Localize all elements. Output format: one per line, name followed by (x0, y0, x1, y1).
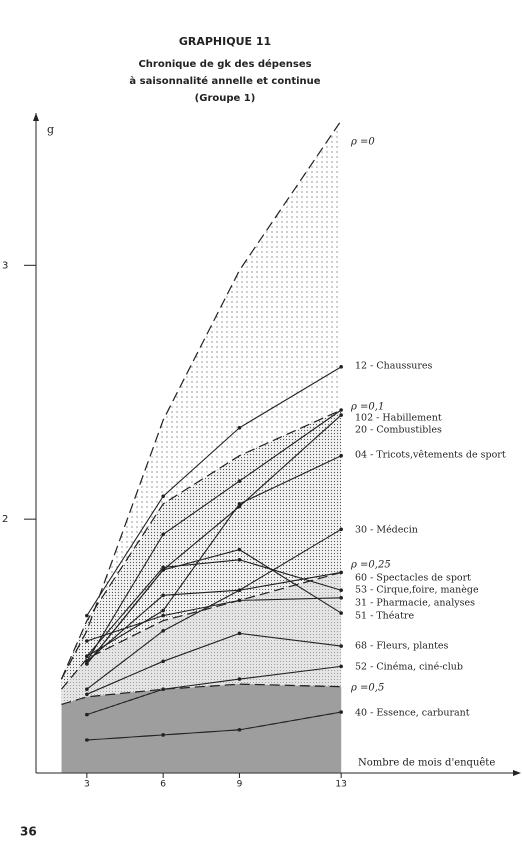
point (85, 654, 89, 659)
point (237, 728, 242, 732)
series-line (86, 597, 342, 642)
point (85, 712, 89, 717)
series-line (86, 711, 342, 741)
series-line (86, 528, 342, 690)
point (237, 502, 242, 506)
point (161, 565, 165, 570)
series-line (86, 665, 342, 716)
y-tick-label: 2 (2, 514, 8, 525)
curve-label: ρ =0 (350, 137, 375, 148)
point (161, 494, 165, 499)
shaded-region (61, 410, 342, 690)
series-label: 20 - Combustibles (355, 425, 442, 436)
point (161, 608, 165, 613)
point (237, 677, 242, 681)
x-tick-label: 3 (84, 780, 90, 790)
point (85, 692, 89, 697)
shaded-region (61, 572, 342, 705)
point (339, 453, 343, 458)
curve-label: ρ =0,5 (350, 683, 384, 694)
title: Chronique de gk des dépenses (138, 58, 311, 70)
series-label: 102 - Habillement (355, 413, 442, 424)
point (339, 570, 343, 575)
x-tick-label: 6 (160, 780, 166, 790)
point (339, 413, 343, 417)
series-label: 60 - Spectacles de sport (355, 573, 471, 584)
point (237, 598, 242, 603)
axis-arrow (33, 113, 39, 121)
point (161, 532, 165, 537)
series-label: 40 - Essence, carburant (355, 708, 470, 719)
point (339, 596, 343, 600)
series-label: 04 - Tricots,vêtements de sport (355, 450, 506, 461)
point (161, 733, 165, 737)
series-line (86, 549, 342, 665)
x-label: Nombre de mois d'enquête (358, 758, 495, 769)
series-line (86, 559, 342, 657)
point (237, 631, 242, 636)
axis-arrow (513, 770, 521, 776)
reference-curve (60, 409, 342, 680)
curve-label: ρ =0,1 (350, 402, 384, 413)
point (339, 644, 343, 648)
series-line (86, 366, 342, 616)
point (339, 588, 343, 593)
point (161, 568, 165, 572)
reference-curve (60, 120, 342, 680)
series-line (86, 632, 342, 695)
point (161, 629, 165, 633)
point (237, 557, 242, 562)
series-label: 12 - Chaussures (355, 361, 433, 372)
point (85, 662, 89, 666)
series-line (86, 455, 342, 657)
point (85, 687, 89, 692)
point (85, 613, 89, 618)
series-label: 30 - Médecin (355, 525, 418, 536)
point (161, 593, 165, 598)
series-label: 53 - Cirque,foire, manège (355, 585, 479, 596)
series-label: 68 - Fleurs, plantes (355, 641, 449, 652)
series-label: 31 - Pharmacie, analyses (355, 598, 475, 609)
point (237, 547, 242, 552)
point (339, 611, 343, 615)
header: GRAPHIQUE 11 (179, 35, 271, 48)
point (161, 687, 165, 692)
point (85, 738, 89, 742)
y-label: g (47, 123, 54, 136)
y-tick-label: 3 (2, 260, 8, 271)
shaded-region (61, 684, 342, 773)
point (237, 588, 242, 593)
point (161, 659, 165, 664)
point (237, 425, 242, 430)
curve-label: ρ =0,25 (350, 560, 391, 571)
reference-curve (60, 571, 342, 690)
point (339, 408, 343, 412)
point (339, 365, 343, 369)
reference-curve (61, 683, 342, 706)
point (161, 613, 165, 618)
shaded-region (61, 120, 342, 680)
page-number: 36 (20, 825, 37, 839)
point (237, 479, 242, 483)
point (85, 639, 89, 643)
series-label: 51 - Théatre (355, 611, 414, 622)
point (339, 527, 343, 532)
series-label: 52 - Cinéma, ciné-club (355, 662, 463, 673)
point (339, 710, 343, 714)
series-line (86, 409, 342, 662)
title: (Groupe 1) (195, 93, 256, 104)
point (339, 664, 343, 669)
x-tick-label: 9 (237, 780, 243, 790)
title: à saisonnalité annelle et continue (129, 75, 320, 87)
x-tick-label: 13 (335, 780, 346, 790)
